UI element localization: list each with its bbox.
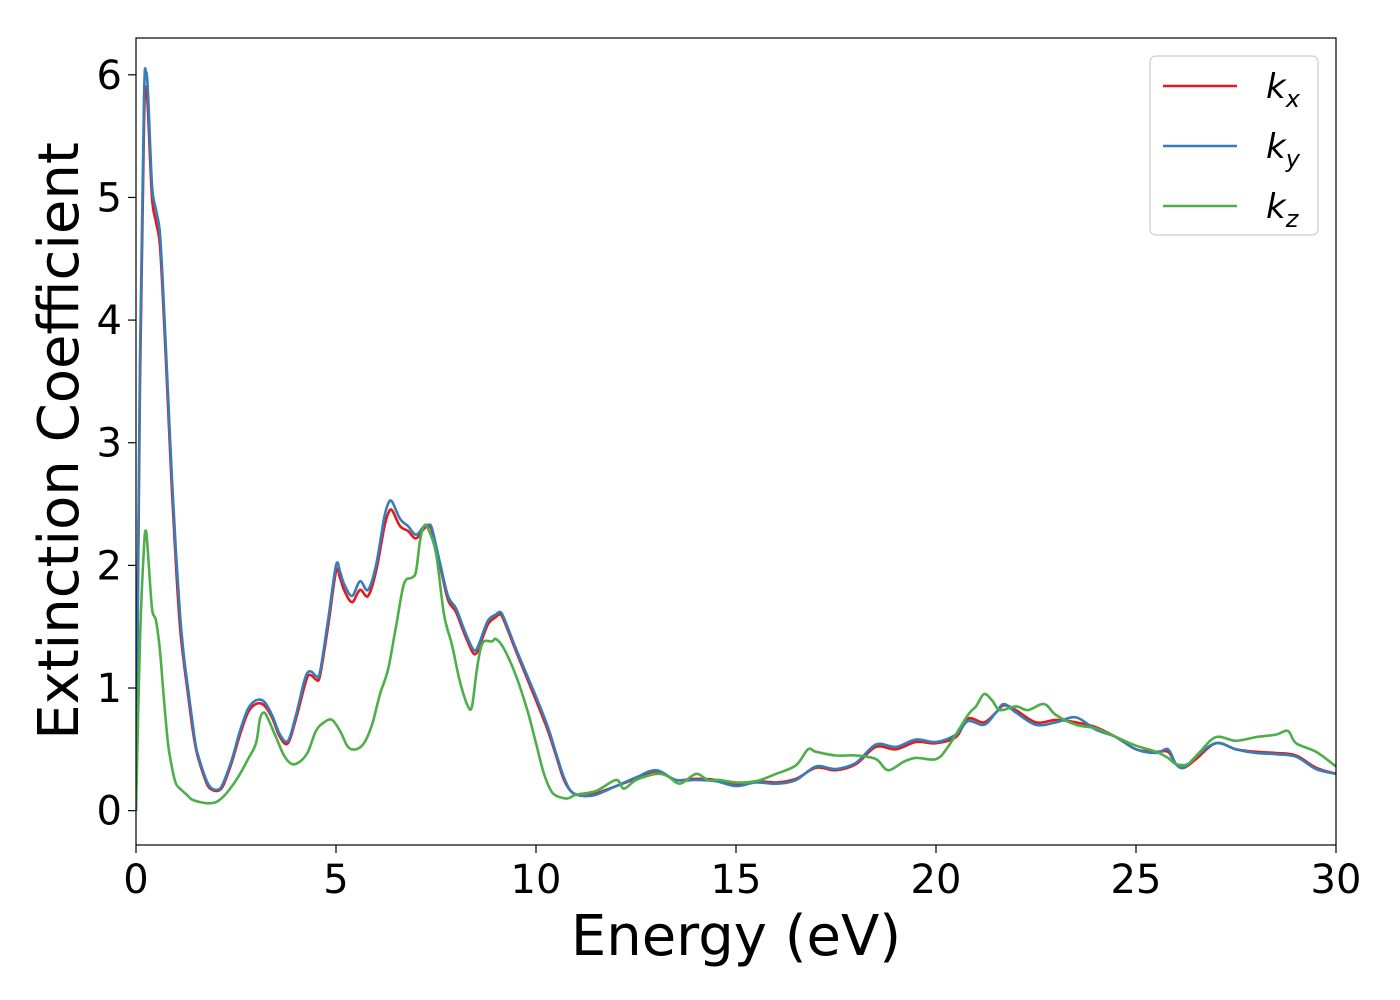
- legend-label-y: ky: [1266, 127, 1301, 173]
- plot-lines: [136, 67, 1336, 811]
- legend-label-x: kx: [1266, 67, 1301, 113]
- y-tick-label: 0: [97, 789, 122, 835]
- x-tick-label: 20: [911, 857, 962, 903]
- y-tick-label: 4: [97, 298, 122, 344]
- series-line-y: [136, 67, 1336, 811]
- x-tick-label: 10: [511, 857, 562, 903]
- x-tick-label: 30: [1311, 857, 1362, 903]
- y-tick-label: 3: [97, 421, 122, 467]
- y-tick-label: 2: [97, 543, 122, 589]
- x-tick-label: 25: [1111, 857, 1162, 903]
- y-tick-label: 6: [97, 53, 122, 99]
- series-line-z: [136, 523, 1336, 811]
- x-axis-label: Energy (eV): [571, 904, 901, 969]
- x-tick-label: 15: [711, 857, 762, 903]
- y-axis-label: Extinction Coefficient: [27, 142, 92, 740]
- y-axis-ticks: 0 1 2 3 4 5 6: [97, 53, 136, 835]
- legend-label-z: kz: [1266, 187, 1300, 233]
- y-tick-label: 5: [97, 175, 122, 221]
- legend: kx ky kz: [1149, 55, 1319, 236]
- x-tick-label: 5: [323, 857, 348, 903]
- x-tick-label: 0: [123, 857, 148, 903]
- y-tick-label: 1: [97, 666, 122, 712]
- x-axis-ticks: 0 5 10 15 20 25 30: [123, 845, 1361, 903]
